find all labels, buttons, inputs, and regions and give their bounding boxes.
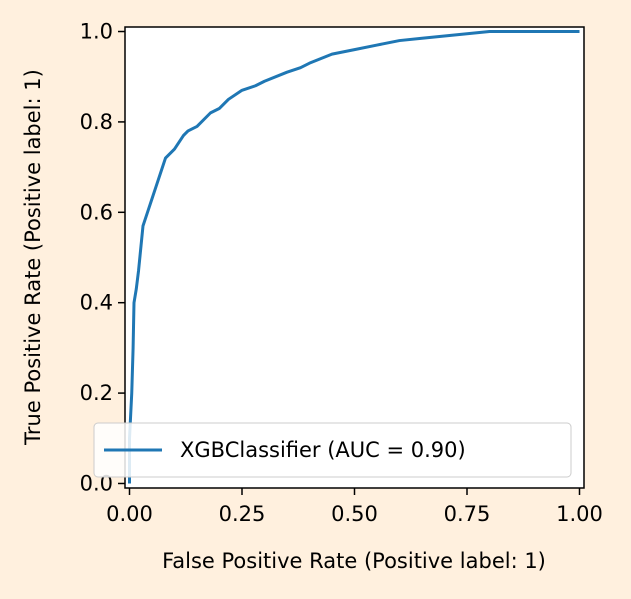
legend-entry: XGBClassifier (AUC = 0.90) [180,438,466,462]
legend: XGBClassifier (AUC = 0.90) [93,422,572,478]
x-tick-label: 0.25 [219,502,266,526]
x-axis-label: False Positive Rate (Positive label: 1) [162,549,546,573]
y-axis-label: True Positive Rate (Positive label: 1) [21,69,45,446]
x-tick-label: 0.50 [331,502,378,526]
x-tick-label: 0.75 [444,502,491,526]
plot-area [125,27,584,488]
series-layer [128,30,580,484]
y-tick-label: 0.8 [80,110,113,134]
x-tick-label: 1.00 [556,502,603,526]
y-ticks: 0.00.20.40.60.81.0 [80,20,125,495]
y-tick-label: 1.0 [80,20,113,44]
y-tick-label: 0.6 [80,200,113,224]
series-line-0 [128,30,580,484]
y-tick-label: 0.4 [80,291,113,315]
x-tick-label: 0.00 [106,502,153,526]
legend-box [93,422,572,478]
x-ticks: 0.00 0.25 0.50 0.75 1.00 [106,488,603,526]
y-tick-label: 0.2 [80,381,113,405]
